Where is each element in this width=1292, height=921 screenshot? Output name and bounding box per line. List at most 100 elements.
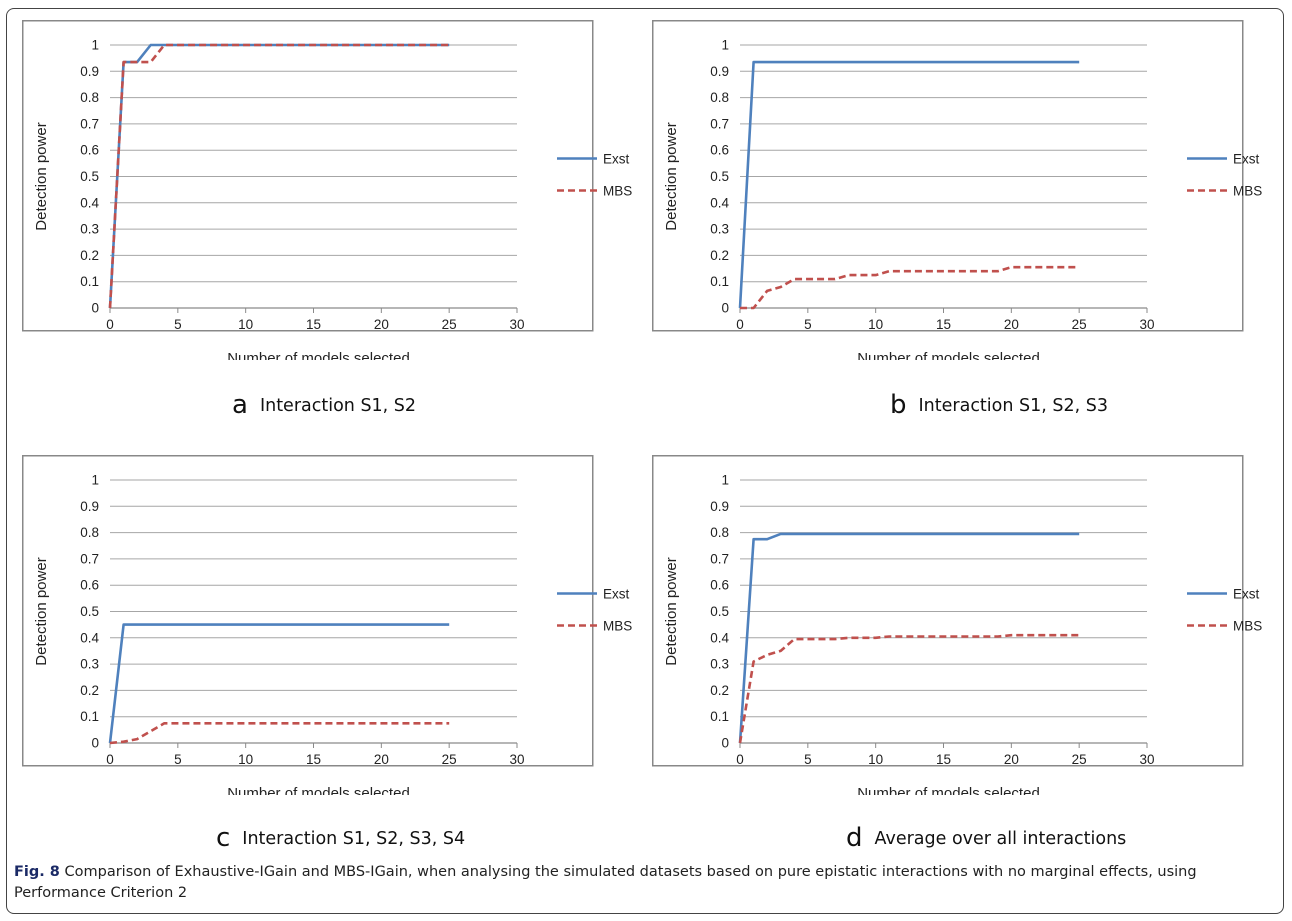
y-tick-label: 1 — [721, 473, 729, 488]
chart-panel-a: 00.10.20.30.40.50.60.70.80.910 5 10 15 20 25 3… — [22, 20, 632, 360]
legend-label-exst: Exst — [1233, 587, 1260, 602]
x-tick-label: 25 — [1072, 317, 1087, 332]
y-tick-label: 0.8 — [80, 90, 99, 105]
panel-caption-c: c Interaction S1, S2, S3, S4 — [216, 823, 465, 853]
chart-panel-b: 00.10.20.30.40.50.60.70.80.910 5 10 15 20 25 3… — [652, 20, 1262, 360]
y-tick-label: 0.3 — [710, 657, 729, 672]
series-line-mbs — [109, 722, 450, 745]
x-tick-label: 0 — [736, 752, 744, 767]
series-line-mbs — [740, 265, 1080, 310]
panel-caption-text-a: Interaction S1, S2 — [259, 396, 417, 416]
y-tick-label: 1 — [91, 473, 99, 488]
x-tick-label: 30 — [509, 317, 524, 332]
x-tick-label: 15 — [306, 317, 321, 332]
x-tick-label: 5 — [174, 317, 182, 332]
y-tick-label: 0.9 — [710, 64, 729, 79]
series-line-exst — [738, 60, 1080, 309]
x-tick-label: 25 — [442, 317, 457, 332]
x-axis-title: Number of models selected — [857, 785, 1040, 795]
y-tick-label: 1 — [721, 38, 729, 53]
panel-caption-d: d Average over all interactions — [846, 823, 1126, 853]
y-tick-label: 0.2 — [710, 248, 729, 263]
y-tick-label: 0.4 — [710, 630, 729, 645]
x-tick-label: 20 — [1004, 752, 1019, 767]
x-axis-title: Number of models selected — [227, 350, 410, 360]
x-tick-label: 0 — [736, 317, 744, 332]
x-tick-label: 10 — [868, 317, 883, 332]
x-tick-label: 15 — [936, 752, 951, 767]
y-tick-label: 0.5 — [710, 604, 729, 619]
chart-border — [652, 455, 1244, 767]
y-tick-label: 0.1 — [710, 709, 729, 724]
panel-caption-a: a Interaction S1, S2 — [232, 390, 416, 420]
figure-caption-text: Comparison of Exhaustive-IGain and MBS-I… — [14, 864, 1197, 901]
chart-border — [652, 20, 1244, 332]
x-tick-label: 15 — [936, 317, 951, 332]
y-tick-label: 0.4 — [710, 195, 729, 210]
y-tick-label: 0.2 — [710, 683, 729, 698]
legend-label-exst: Exst — [603, 587, 630, 602]
y-tick-label: 0.4 — [80, 195, 99, 210]
y-tick-label: 0.2 — [80, 248, 99, 263]
x-tick-label: 30 — [1139, 752, 1154, 767]
x-tick-label: 25 — [1072, 752, 1087, 767]
x-tick-label: 30 — [1139, 317, 1154, 332]
y-tick-label: 0.1 — [710, 274, 729, 289]
x-tick-label: 15 — [306, 752, 321, 767]
y-tick-label: 0.1 — [80, 274, 99, 289]
y-tick-label: 0.9 — [80, 64, 99, 79]
legend-label-exst: Exst — [603, 152, 630, 167]
chart-panel-c: 00.10.20.30.40.50.60.70.80.910 5 10 15 20 25 3… — [22, 455, 632, 795]
x-tick-label: 10 — [238, 752, 253, 767]
y-tick-label: 0 — [721, 301, 729, 316]
x-tick-label: 0 — [106, 317, 114, 332]
x-tick-label: 20 — [374, 317, 389, 332]
legend-label-mbs: MBS — [1233, 619, 1262, 634]
y-tick-label: 1 — [91, 38, 99, 53]
x-tick-label: 20 — [1004, 317, 1019, 332]
x-tick-label: 25 — [442, 752, 457, 767]
x-axis-title: Number of models selected — [857, 350, 1040, 360]
legend-label-mbs: MBS — [603, 184, 632, 199]
panel-caption-text-b: Interaction S1, S2, S3 — [918, 396, 1108, 416]
series-line-exst — [108, 623, 450, 744]
x-tick-label: 5 — [804, 317, 812, 332]
x-axis-title: Number of models selected — [227, 785, 410, 795]
panel-caption-text-d: Average over all interactions — [874, 829, 1127, 849]
y-tick-label: 0.4 — [80, 630, 99, 645]
panel-caption-text-c: Interaction S1, S2, S3, S4 — [242, 829, 466, 849]
x-tick-label: 10 — [868, 752, 883, 767]
y-axis-title: Detection power — [33, 557, 50, 665]
y-tick-label: 0.8 — [710, 90, 729, 105]
y-tick-label: 0.2 — [80, 683, 99, 698]
y-tick-label: 0.7 — [80, 116, 99, 131]
y-tick-label: 0.7 — [710, 551, 729, 566]
y-tick-label: 0.3 — [80, 657, 99, 672]
x-tick-label: 5 — [174, 752, 182, 767]
y-tick-label: 0.3 — [80, 222, 99, 237]
y-tick-label: 0 — [91, 301, 99, 316]
panel-letter-d: d — [846, 823, 863, 853]
y-tick-label: 0.5 — [710, 169, 729, 184]
y-tick-label: 0.1 — [80, 709, 99, 724]
chart-border — [22, 20, 594, 332]
figure-label: Fig. 8 — [14, 864, 60, 880]
y-tick-label: 0.8 — [80, 525, 99, 540]
y-tick-label: 0.7 — [710, 116, 729, 131]
y-tick-label: 0 — [91, 736, 99, 751]
x-tick-label: 20 — [374, 752, 389, 767]
x-tick-label: 5 — [804, 752, 812, 767]
y-tick-label: 0.3 — [710, 222, 729, 237]
chart-panel-d: 00.10.20.30.40.50.60.70.80.910 5 10 15 20 25 3… — [652, 455, 1262, 795]
panel-letter-a: a — [232, 390, 248, 420]
panel-letter-c: c — [216, 823, 231, 853]
y-tick-label: 0.9 — [80, 499, 99, 514]
series-line-exst — [738, 532, 1080, 744]
panel-caption-b: b Interaction S1, S2, S3 — [890, 390, 1108, 420]
y-tick-label: 0 — [721, 736, 729, 751]
y-axis-title: Detection power — [663, 122, 680, 230]
chart-border — [22, 455, 594, 767]
legend-label-mbs: MBS — [603, 619, 632, 634]
panel-letter-b: b — [890, 390, 907, 420]
y-tick-label: 0.5 — [80, 169, 99, 184]
